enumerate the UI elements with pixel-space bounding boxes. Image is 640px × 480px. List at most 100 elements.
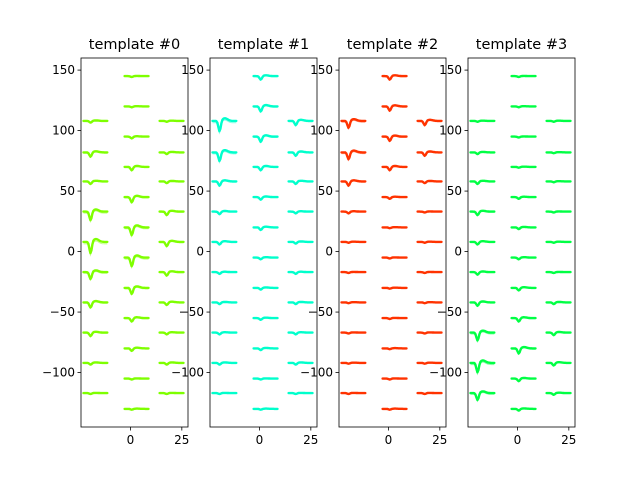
waveform-overlay — [546, 241, 571, 244]
waveform-trace — [469, 150, 496, 156]
subplot-0: template #0 150 100 50 0 −50 −100 0 25 — [42, 37, 189, 447]
waveform-trace — [340, 210, 367, 215]
waveform-overlay — [417, 211, 442, 214]
y-tick-label: −50 — [179, 305, 204, 319]
waveform-trace — [545, 330, 572, 337]
waveform-overlay — [382, 347, 407, 350]
waveform-overlay — [159, 392, 184, 395]
waveform-overlay — [212, 119, 237, 135]
waveform-overlay — [341, 301, 366, 304]
waveform-trace — [340, 270, 367, 275]
waveform-overlay — [212, 180, 237, 188]
waveform-trace — [469, 300, 496, 307]
waveform-trace — [123, 135, 150, 140]
waveform-trace — [123, 164, 150, 172]
waveform-trace — [158, 331, 185, 336]
waveform-overlay — [253, 75, 278, 81]
subplot-2: template #2 150 100 50 0 −50 −100 0 25 — [300, 37, 447, 447]
waveform-trace — [510, 105, 537, 109]
waveform-trace — [287, 240, 314, 245]
waveform-trace — [469, 359, 496, 374]
waveform-group — [469, 74, 572, 412]
waveform-overlay — [288, 392, 313, 395]
waveform-trace — [340, 331, 367, 335]
waveform-trace — [545, 270, 572, 275]
waveform-overlay — [212, 392, 237, 395]
waveform-overlay — [382, 166, 407, 172]
waveform-overlay — [288, 151, 313, 158]
y-tick-label: 100 — [181, 124, 204, 138]
waveform-trace — [82, 150, 109, 158]
waveform-trace — [340, 179, 367, 187]
waveform-overlay — [546, 301, 571, 305]
subplot-3: template #3 150 100 50 0 −50 −100 0 25 — [429, 37, 576, 447]
waveform-overlay — [382, 135, 407, 143]
waveform-overlay — [159, 362, 184, 366]
waveform-overlay — [341, 332, 366, 335]
waveform-overlay — [546, 362, 571, 367]
waveform-overlay — [159, 332, 184, 336]
y-tick-label: 150 — [181, 63, 204, 77]
waveform-trace — [123, 254, 150, 268]
waveform-trace — [82, 330, 109, 338]
waveform-overlay — [288, 241, 313, 245]
waveform-trace — [252, 377, 279, 381]
waveform-trace — [158, 391, 185, 396]
waveform-trace — [123, 316, 150, 323]
waveform-overlay — [253, 226, 278, 232]
x-tick-label: 25 — [174, 433, 189, 447]
waveform-trace — [287, 300, 314, 306]
waveform-trace — [381, 346, 408, 351]
waveform-trace — [510, 256, 537, 261]
waveform-overlay — [124, 256, 149, 270]
waveform-overlay — [546, 180, 571, 184]
waveform-trace — [340, 240, 367, 244]
waveform-overlay — [212, 271, 237, 275]
y-tick-label: 100 — [310, 124, 333, 138]
waveform-trace — [545, 391, 572, 396]
waveform-trace — [381, 256, 408, 260]
waveform-trace — [82, 391, 109, 396]
waveform-overlay — [470, 210, 495, 217]
waveform-overlay — [288, 271, 313, 275]
waveform-trace — [82, 299, 109, 309]
subplot-title: template #1 — [218, 37, 309, 53]
waveform-trace — [158, 239, 185, 248]
waveform-overlay — [511, 377, 536, 383]
axes-frame — [80, 57, 189, 428]
waveform-overlay — [253, 408, 278, 411]
waveform-trace — [416, 210, 443, 214]
waveform-overlay — [470, 120, 495, 123]
y-tick-label: 50 — [60, 184, 75, 198]
waveform-overlay — [546, 271, 571, 274]
waveform-overlay — [212, 210, 237, 216]
waveform-trace — [416, 118, 443, 127]
waveform-overlay — [212, 332, 237, 336]
waveform-overlay — [288, 301, 313, 305]
waveform-overlay — [382, 378, 407, 381]
waveform-overlay — [546, 120, 571, 123]
waveform-trace — [381, 286, 408, 290]
waveform-overlay — [253, 378, 278, 381]
waveform-trace — [469, 270, 496, 276]
waveform-trace — [252, 164, 279, 172]
x-tick-label: 0 — [385, 433, 393, 447]
waveform-overlay — [124, 347, 149, 352]
y-tick-label: −100 — [300, 366, 333, 380]
y-tick-label: −100 — [171, 366, 204, 380]
waveform-overlay — [83, 362, 108, 366]
waveform-trace — [287, 331, 314, 336]
y-tick-label: −100 — [42, 366, 75, 380]
waveform-trace — [252, 346, 279, 352]
waveform-overlay — [253, 317, 278, 321]
waveform-trace — [211, 331, 238, 336]
waveform-overlay — [382, 287, 407, 290]
waveform-trace — [123, 285, 150, 296]
waveform-trace — [416, 270, 443, 275]
waveform-trace — [416, 331, 443, 335]
waveform-overlay — [341, 180, 366, 188]
waveform-trace — [287, 361, 314, 366]
waveform-overlay — [511, 105, 536, 109]
